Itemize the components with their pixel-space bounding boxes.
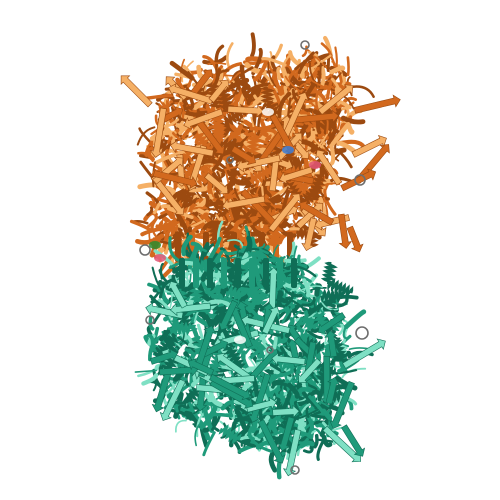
- chain-b-teal: [134, 220, 386, 480]
- chain-a-orange: [120, 32, 401, 284]
- ligands-and-loops: [139, 40, 369, 475]
